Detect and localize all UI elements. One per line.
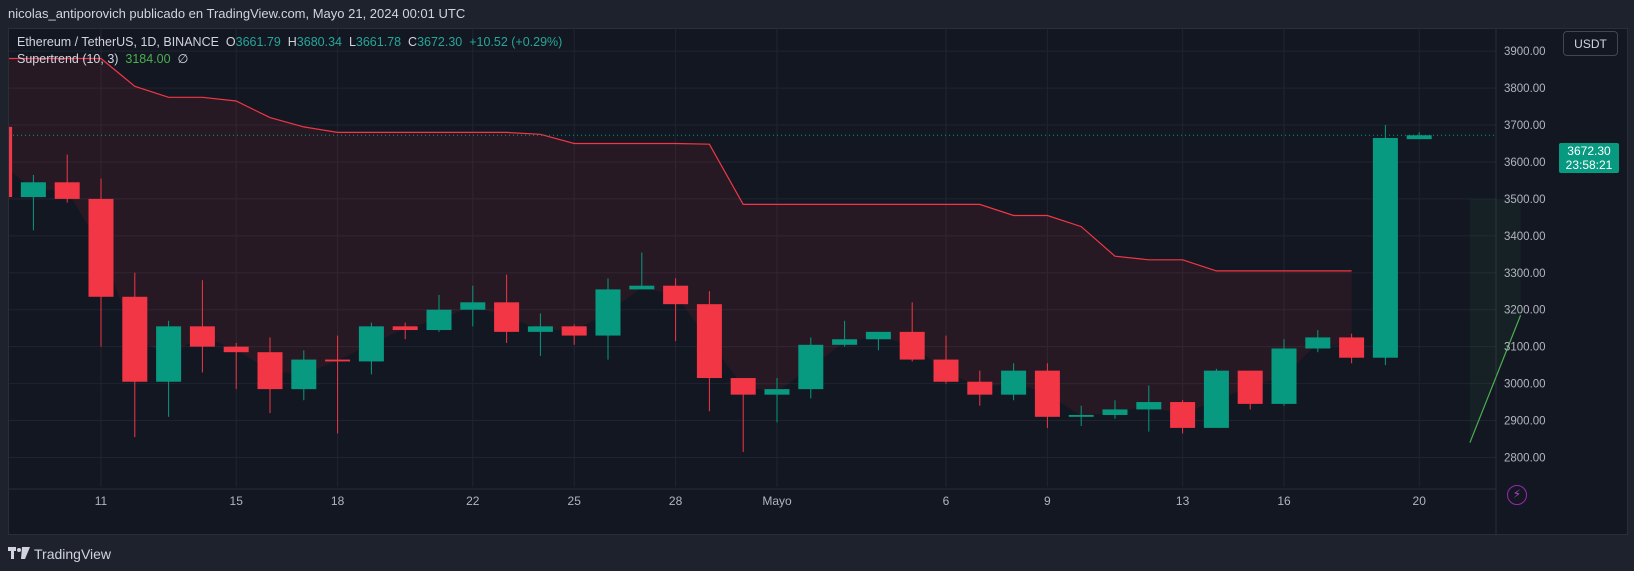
candle-body-down	[1339, 337, 1365, 358]
candle-body-up	[865, 331, 891, 340]
candle-body-up	[764, 389, 790, 395]
x-tick-label: 18	[331, 494, 345, 508]
indicator-value: 3184.00	[125, 52, 171, 66]
supertrend-fill	[9, 58, 1352, 416]
candle-body-down	[899, 331, 925, 360]
candle-body-up	[1136, 402, 1162, 410]
y-tick-label: 3400.00	[1504, 231, 1546, 243]
chart-pane[interactable]: 3900.00 3800.00 3700.00 3600.00 3500.00 3400.…	[8, 28, 1629, 536]
candle-body-down	[392, 326, 418, 331]
change-value: +10.52 (+0.29%)	[469, 35, 563, 49]
x-tick-label: Mayo	[762, 494, 792, 508]
candle-body-up	[832, 339, 858, 345]
low-value: 3661.78	[355, 35, 402, 49]
symbol-label[interactable]: Ethereum / TetherUS, 1D, BINANCE	[17, 35, 219, 49]
last-price-tag: 3672.30 23:58:21	[1559, 143, 1619, 173]
tradingview-logo-icon	[8, 547, 30, 559]
candle-body-up	[1271, 348, 1297, 404]
x-tick-label: 15	[230, 494, 244, 508]
x-tick-label: 13	[1176, 494, 1190, 508]
candle-body-up	[629, 285, 655, 290]
candle-body-down	[1237, 370, 1263, 404]
y-tick-label: 3000.00	[1504, 379, 1546, 391]
y-tick-label: 3800.00	[1504, 83, 1546, 95]
indicator-null-symbol: ∅	[177, 52, 189, 66]
chart-legend: Ethereum / TetherUS, 1D, BINANCE O3661.7…	[17, 34, 562, 68]
y-tick-label: 3500.00	[1504, 194, 1546, 206]
lightning-bolt-icon[interactable]: ⚡	[1507, 485, 1527, 505]
publish-line: nicolas_antiporovich publicado en Tradin…	[8, 6, 466, 21]
high-label: H	[287, 35, 297, 49]
candle-body-up	[1305, 337, 1331, 349]
close-label: C	[408, 35, 418, 49]
bar-countdown: 23:58:21	[1565, 158, 1613, 172]
ohlc-row: Ethereum / TetherUS, 1D, BINANCE O3661.7…	[17, 34, 562, 51]
candle-body-up	[156, 326, 182, 382]
candle-body-up	[1203, 370, 1229, 428]
candle-body-up	[1001, 370, 1027, 395]
candle-body-down	[54, 182, 80, 199]
x-tick-label: 20	[1413, 494, 1427, 508]
y-tick-label: 3600.00	[1504, 157, 1546, 169]
currency-button[interactable]: USDT	[1563, 31, 1618, 56]
supertrend-up-fill	[1469, 198, 1521, 443]
y-tick-label: 3300.00	[1504, 268, 1546, 280]
candle-body-down	[1034, 370, 1060, 417]
y-tick-label: 3700.00	[1504, 120, 1546, 132]
price-chart[interactable]: 3900.00 3800.00 3700.00 3600.00 3500.00 3400.…	[9, 29, 1629, 536]
open-value: 3661.79	[235, 35, 281, 49]
indicator-row[interactable]: Supertrend (10, 3) 3184.00 ∅	[17, 51, 562, 68]
supertrend-up-line	[1469, 315, 1522, 443]
candle-body-up	[20, 182, 46, 198]
candle-body-up	[1406, 135, 1432, 140]
x-tick-label: 16	[1277, 494, 1291, 508]
candle-body-down	[223, 346, 249, 353]
candle-body-down	[933, 359, 959, 382]
candle-body-down	[730, 378, 756, 395]
candle-body-down	[494, 302, 520, 332]
candle-body-down	[122, 296, 148, 382]
footer-brand[interactable]: TradingView	[8, 544, 111, 564]
open-label: O	[225, 35, 236, 49]
y-tick-label: 3200.00	[1504, 305, 1546, 317]
x-tick-label: 6	[943, 494, 950, 508]
footer-brand-label: TradingView	[34, 546, 112, 562]
x-tick-label: 9	[1044, 494, 1051, 508]
candle-body-down	[88, 198, 114, 297]
indicator-label[interactable]: Supertrend (10, 3)	[17, 52, 119, 66]
supertrend-down-line	[9, 57, 1352, 272]
y-tick-label: 3100.00	[1504, 342, 1546, 354]
x-tick-label: 25	[568, 494, 582, 508]
candle-body-up	[291, 359, 317, 390]
y-tick-label: 2900.00	[1504, 416, 1546, 428]
candle-body-up	[358, 326, 384, 362]
candle-body-down	[9, 126, 13, 198]
y-tick-label: 3900.00	[1504, 46, 1546, 58]
last-price-value: 3672.30	[1567, 144, 1611, 158]
high-value: 3680.34	[296, 35, 342, 49]
candle-body-down	[561, 326, 587, 336]
candle-body-down	[189, 326, 215, 347]
candle-body-down	[325, 359, 351, 362]
candle-body-up	[460, 302, 486, 310]
candle-body-down	[696, 304, 722, 379]
candle-body-up	[798, 344, 824, 390]
candle-body-down	[257, 352, 283, 390]
candle-body-up	[1068, 414, 1094, 417]
candle-body-down	[1170, 402, 1196, 428]
publish-header: nicolas_antiporovich publicado en Tradin…	[0, 0, 1634, 26]
candle-body-up	[1102, 409, 1128, 415]
x-tick-label: 28	[669, 494, 683, 508]
candle-body-up	[527, 326, 553, 332]
candle-body-up	[426, 309, 452, 331]
candle-body-up	[1372, 137, 1398, 358]
candle-body-down	[967, 381, 993, 395]
y-tick-label: 2800.00	[1504, 452, 1546, 464]
low-label: L	[348, 35, 356, 49]
candle-body-down	[663, 285, 689, 305]
candle-body-up	[595, 289, 621, 336]
x-tick-label: 22	[466, 494, 480, 508]
close-value: 3672.30	[417, 35, 463, 49]
x-tick-label: 11	[95, 494, 108, 508]
